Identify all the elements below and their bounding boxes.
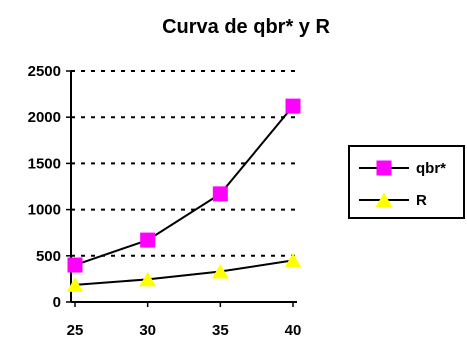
legend-label: R [416, 192, 427, 209]
data-point [284, 252, 302, 268]
y-tick-label: 1000 [28, 202, 61, 219]
data-point [212, 186, 228, 202]
legend: qbr* R [348, 145, 465, 219]
y-tick-label: 2000 [28, 109, 61, 126]
x-tick-label: 35 [212, 322, 229, 339]
data-point [140, 232, 156, 248]
y-tick-label: 1500 [28, 155, 61, 172]
data-point [211, 264, 229, 279]
y-tick-label: 500 [36, 248, 61, 265]
legend-box [348, 145, 465, 219]
data-point [67, 257, 83, 273]
x-tick-label: 25 [67, 322, 84, 339]
legend-marker [376, 160, 392, 176]
y-tick-label: 0 [53, 294, 61, 311]
x-tick-label: 30 [139, 322, 156, 339]
axes [66, 70, 297, 307]
x-tick-label: 40 [285, 322, 302, 339]
legend-marker [375, 192, 393, 207]
chart-title: Curva de qbr* y R [162, 16, 330, 38]
series-line [74, 259, 294, 286]
data-point [285, 98, 301, 114]
data-point [139, 271, 157, 287]
series-line [74, 105, 294, 266]
legend-label: qbr* [416, 160, 446, 177]
grid-lines [71, 70, 297, 257]
data-point [66, 277, 84, 292]
tick-labels: 0 500 1000 1500 2000 2500 25 30 35 40 [28, 63, 302, 339]
series-layer [66, 98, 302, 292]
y-tick-label: 2500 [28, 63, 61, 80]
